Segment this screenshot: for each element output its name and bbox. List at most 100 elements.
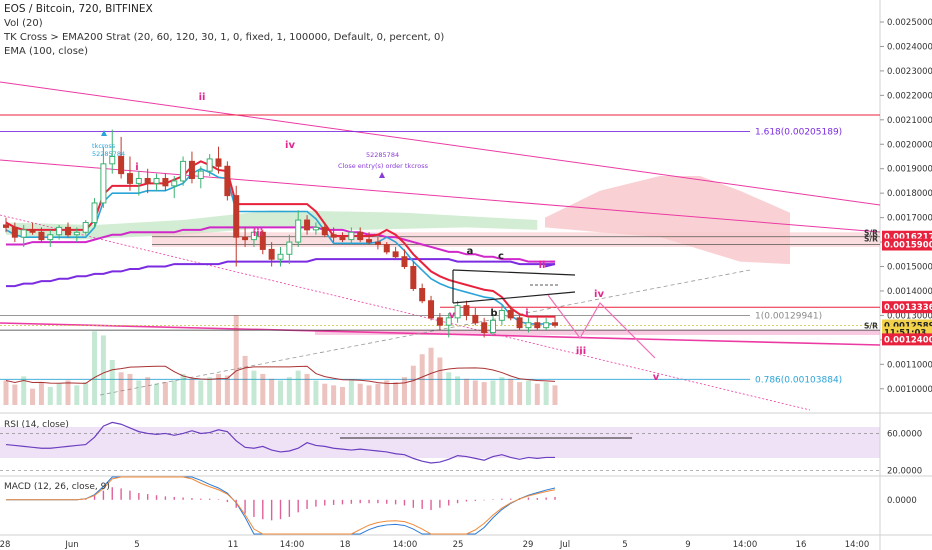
candle-body (330, 234, 337, 238)
ema100-line (6, 226, 555, 263)
candle-body (171, 180, 178, 187)
candle-body (436, 317, 443, 326)
trendline-lower (0, 322, 881, 346)
price-tag-label: 0.00162178 (884, 233, 932, 243)
candle-body (286, 241, 293, 255)
indicator-strategy-label: TK Cross > EMA200 Strat (20, 60, 120, 30… (4, 32, 445, 43)
volume-bar (171, 380, 177, 405)
volume-bar (481, 382, 487, 405)
candle-body (242, 236, 249, 241)
price-tag-box (882, 333, 932, 346)
candle-body (534, 322, 541, 329)
volume-ma-line (5, 365, 556, 385)
candle-body (543, 322, 550, 329)
annotation-order-id: 52285784 (92, 150, 125, 158)
volume-bar (437, 357, 443, 405)
price-tag-label: 0.00133363 (884, 303, 932, 313)
candle-body (428, 300, 435, 319)
price-tag-box (882, 301, 932, 314)
volume-bar (109, 360, 115, 405)
candle-body (144, 177, 151, 184)
volume-bar (65, 380, 71, 405)
volume-bar (534, 383, 540, 405)
price-tag-label: 0.00124000 (884, 335, 932, 345)
sr-label: S/R (864, 228, 878, 237)
rsi-tick-label: 60.0000 (887, 429, 922, 439)
volume-bar (136, 380, 142, 405)
candle-body (11, 226, 18, 238)
wave-projection (547, 294, 656, 359)
rsi-label: RSI (14, close) (4, 420, 69, 430)
candle-body (268, 248, 275, 260)
candle-body (188, 160, 195, 179)
annotation-close-entry: Close entry(s) order tkcross (338, 162, 429, 170)
volume-bar (269, 378, 275, 405)
fib-label: 0.786(0.00103884) (755, 375, 842, 385)
volume-bar (242, 355, 248, 405)
price-tag-box (882, 238, 932, 251)
volume-bar (286, 377, 292, 405)
time-tick-label: 29 (523, 540, 534, 550)
time-tick-label: 14:00 (280, 540, 305, 550)
wave-label: iv (594, 289, 604, 300)
candle-body (410, 266, 417, 290)
ema200-line-extend (544, 263, 556, 268)
candle-body (472, 314, 479, 324)
candle-body (525, 322, 532, 329)
time-tick-label: 16 (796, 540, 807, 550)
volume-bar (127, 373, 133, 405)
volume-bar (419, 354, 425, 405)
wave-label: ii (199, 92, 206, 103)
volume-bar (21, 376, 27, 405)
volume-bar (233, 315, 239, 405)
candle-body (366, 239, 373, 243)
volume-bar (375, 383, 381, 405)
volume-bar (47, 387, 53, 405)
candle-body (135, 177, 142, 184)
volume-bar (525, 380, 531, 405)
candle-body (109, 155, 116, 165)
exit-arrow-icon (379, 172, 385, 178)
volume-bar (348, 380, 354, 405)
wave-label: a (467, 246, 474, 257)
time-tick-label: Jul (559, 540, 570, 550)
trendline-upper (0, 81, 881, 206)
volume-bar (384, 380, 390, 405)
sr-label: S/R (864, 321, 878, 330)
candle-body (47, 234, 54, 241)
candle-body (259, 231, 266, 250)
volume-bar (517, 382, 523, 405)
candle-body (38, 231, 45, 241)
candle-body (516, 317, 523, 329)
candle-body (153, 177, 160, 184)
macd-label: MACD (12, 26, close, 9) (4, 482, 110, 492)
candle-body (250, 231, 257, 241)
time-tick-label: 11 (228, 540, 239, 550)
time-tick-label: 28 (0, 540, 10, 550)
macd-tick-label: 0.0000 (887, 496, 917, 506)
volume-bar (162, 382, 168, 405)
volume-bar (490, 380, 496, 405)
triangle-upper-line (452, 269, 576, 276)
fib-label: 1(0.00129941) (755, 312, 822, 322)
wave-label: v (653, 372, 660, 383)
volume-bar (56, 383, 62, 405)
volume-bar (508, 378, 514, 405)
volume-bar (499, 377, 505, 405)
trendline-dotted (0, 214, 811, 411)
volume-bar (118, 372, 124, 405)
volume-bar (331, 385, 337, 405)
volume-bar (446, 372, 452, 405)
volume-bar (463, 378, 469, 405)
candle-body (445, 317, 452, 326)
volume-bar (401, 377, 407, 405)
volume-bar (393, 382, 399, 405)
